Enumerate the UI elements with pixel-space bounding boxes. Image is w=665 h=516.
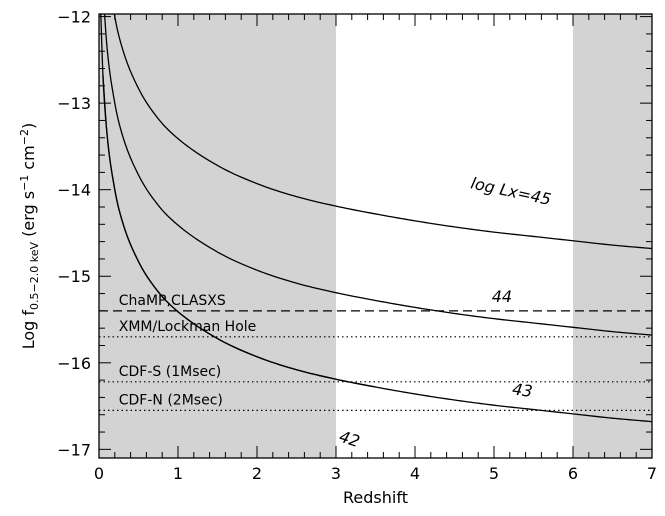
curve-log-lx-45 <box>113 14 652 250</box>
annotations: ChaMP,CLASXS XMM/Lockman Hole CDF-S (1Msec… <box>119 173 553 451</box>
y-axis-label-exp-b: −2 <box>18 129 31 145</box>
x-tick-label-2: 2 <box>252 464 262 483</box>
reference-line-label-1: XMM/Lockman Hole <box>119 319 257 335</box>
x-tick-label-1: 1 <box>173 464 183 483</box>
y-axis-label-exp-a: −1 <box>18 175 31 191</box>
shaded-regions <box>99 14 652 458</box>
curve-log-lx-42 <box>100 14 376 388</box>
x-tick-label-6: 6 <box>568 464 578 483</box>
y-axis-label-main: Log f <box>19 310 38 350</box>
x-tick-label-3: 3 <box>331 464 341 483</box>
y-tick-label-5: −12 <box>57 8 91 27</box>
curve-label-44: 44 <box>492 287 512 306</box>
y-tick-label-2: −15 <box>57 267 91 286</box>
y-tick-label-4: −13 <box>57 94 91 113</box>
shaded-region-1 <box>573 14 652 458</box>
y-axis-label-subscript: 0.5−2.0 keV <box>28 241 41 309</box>
axes: 0 1 2 3 4 5 6 7 −17 −16 −15 −14 −13 −12 <box>57 8 657 483</box>
curve-label-43: 43 <box>511 379 534 401</box>
x-axis-label: Redshift <box>343 488 408 507</box>
luminosity-curves <box>100 14 652 423</box>
reference-line-label-3: CDF-N (2Msec) <box>119 392 223 408</box>
y-tick-label-1: −16 <box>57 354 91 373</box>
curve-log-lx-44 <box>103 14 652 336</box>
y-axis-label: Log f0.5−2.0 keV (erg s−1 cm−2) <box>18 123 41 349</box>
x-tick-label-5: 5 <box>489 464 499 483</box>
reference-line-label-2: CDF-S (1Msec) <box>119 364 222 380</box>
x-tick-label-7: 7 <box>647 464 657 483</box>
y-axis-label-units-c: ) <box>19 123 38 129</box>
curve-label-45: log Lx=45 <box>469 173 553 209</box>
x-tick-label-4: 4 <box>410 464 420 483</box>
y-tick-label-0: −17 <box>57 440 91 459</box>
x-tick-label-0: 0 <box>94 464 104 483</box>
y-tick-label-3: −14 <box>57 181 91 200</box>
reference-line-label-0: ChaMP,CLASXS <box>119 293 226 309</box>
survey-limit-lines <box>99 310 652 411</box>
curve-label-42: 42 <box>337 427 362 451</box>
y-axis-label-units-b: cm <box>19 145 38 174</box>
y-axis-label-units-a: (erg s <box>19 191 38 242</box>
plot-frame <box>98 13 653 459</box>
